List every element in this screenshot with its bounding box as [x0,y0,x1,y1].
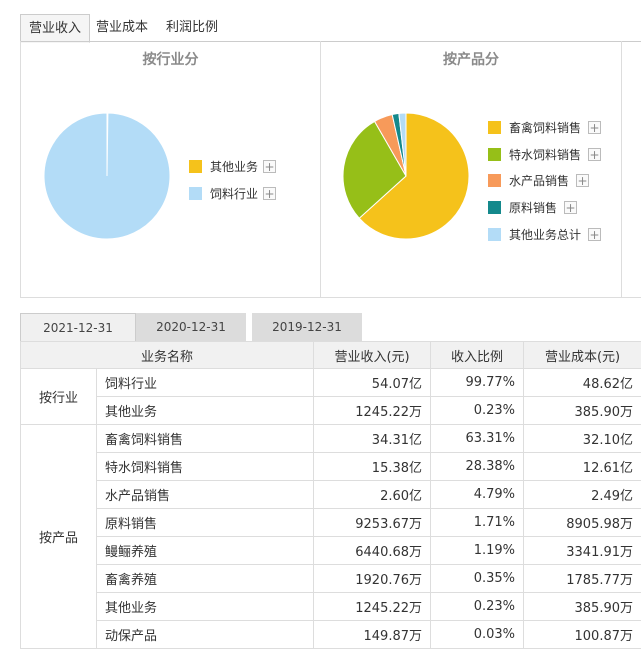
cell-revenue: 9253.67万 [314,509,431,537]
header-revenue-ratio: 收入比例 [431,342,524,369]
cell-business-name: 饲料行业 [97,369,314,397]
date-tab-2019[interactable]: 2019-12-31 [252,313,362,341]
legend-swatch [488,201,501,214]
legend-swatch [488,148,501,161]
cell-cost: 1785.77万 [524,565,641,593]
cell-revenue-ratio: 4.79% [431,481,524,509]
cell-cost: 100.87万 [524,621,641,649]
cell-revenue: 15.38亿 [314,453,431,481]
product-pie-chart [321,41,621,297]
legend-label: 水产品销售 [509,173,569,189]
cell-revenue: 6440.68万 [314,537,431,565]
cell-cost: 2.49亿 [524,481,641,509]
cell-revenue-ratio: 63.31% [431,425,524,453]
cell-business-name: 原料销售 [97,509,314,537]
legend-swatch [488,174,501,187]
cell-business-name: 其他业务 [97,397,314,425]
header-business-name: 业务名称 [21,342,314,369]
cell-revenue: 1245.22万 [314,397,431,425]
row-group-label: 按行业 [21,369,97,425]
legend-swatch [189,187,202,200]
legend-label: 其他业务总计 [509,227,581,243]
cell-business-name: 鳗鲡养殖 [97,537,314,565]
cell-revenue: 1245.22万 [314,593,431,621]
cell-cost: 48.62亿 [524,369,641,397]
legend-label: 畜禽饲料销售 [509,120,581,136]
cell-cost: 385.90万 [524,397,641,425]
cell-business-name: 其他业务 [97,593,314,621]
cell-revenue-ratio: 0.35% [431,565,524,593]
cell-revenue-ratio: 0.03% [431,621,524,649]
expand-plus-icon[interactable]: + [564,201,577,214]
expand-plus-icon[interactable]: + [576,174,589,187]
cell-revenue: 54.07亿 [314,369,431,397]
expand-plus-icon[interactable]: + [263,160,276,173]
cell-revenue-ratio: 0.23% [431,593,524,621]
header-cost: 营业成本(元) [524,342,641,369]
legend-label: 饲料行业 [210,186,258,202]
main-tabs: 营业收入 营业成本 利润比例 [20,14,641,42]
cell-business-name: 畜禽养殖 [97,565,314,593]
product-chart-panel: 按产品分 畜禽饲料销售 + 特水饲料销售 + 水产品销售 + 原料销售 + 其他… [321,41,622,297]
cell-cost: 8905.98万 [524,509,641,537]
legend-label: 特水饲料销售 [509,147,581,163]
expand-plus-icon[interactable]: + [588,148,601,161]
chart-area: 按行业分 其他业务 + 饲料行业 + 按产品分 畜禽饲料销售 + 特水饲料销售 … [20,41,641,298]
legend-label: 其他业务 [210,159,258,175]
cell-business-name: 动保产品 [97,621,314,649]
cell-business-name: 畜禽饲料销售 [97,425,314,453]
cell-revenue-ratio: 99.77% [431,369,524,397]
legend-label: 原料销售 [509,200,557,216]
cell-revenue: 2.60亿 [314,481,431,509]
expand-plus-icon[interactable]: + [588,121,601,134]
tab-revenue[interactable]: 营业收入 [20,14,90,43]
tab-cost[interactable]: 营业成本 [96,14,148,41]
tab-profit-ratio[interactable]: 利润比例 [166,14,218,41]
cell-cost: 12.61亿 [524,453,641,481]
cell-revenue-ratio: 1.71% [431,509,524,537]
cell-revenue-ratio: 1.19% [431,537,524,565]
date-tab-2020[interactable]: 2020-12-31 [136,313,246,341]
cell-revenue: 149.87万 [314,621,431,649]
legend-swatch [488,121,501,134]
cell-revenue-ratio: 0.23% [431,397,524,425]
cell-revenue: 34.31亿 [314,425,431,453]
legend-swatch [189,160,202,173]
legend-swatch [488,228,501,241]
cell-cost: 3341.91万 [524,537,641,565]
date-tab-2021[interactable]: 2021-12-31 [20,313,136,342]
row-group-label: 按产品 [21,425,97,649]
expand-plus-icon[interactable]: + [588,228,601,241]
cell-cost: 32.10亿 [524,425,641,453]
cell-business-name: 水产品销售 [97,481,314,509]
cell-revenue: 1920.76万 [314,565,431,593]
cell-business-name: 特水饲料销售 [97,453,314,481]
cell-cost: 385.90万 [524,593,641,621]
expand-plus-icon[interactable]: + [263,187,276,200]
header-revenue: 营业收入(元) [314,342,431,369]
cell-revenue-ratio: 28.38% [431,453,524,481]
industry-chart-panel: 按行业分 其他业务 + 饲料行业 + [21,41,321,297]
table-header-row: 业务名称 营业收入(元) 收入比例 营业成本(元) [21,342,641,369]
pie-slice-feed-industry[interactable] [44,113,170,239]
